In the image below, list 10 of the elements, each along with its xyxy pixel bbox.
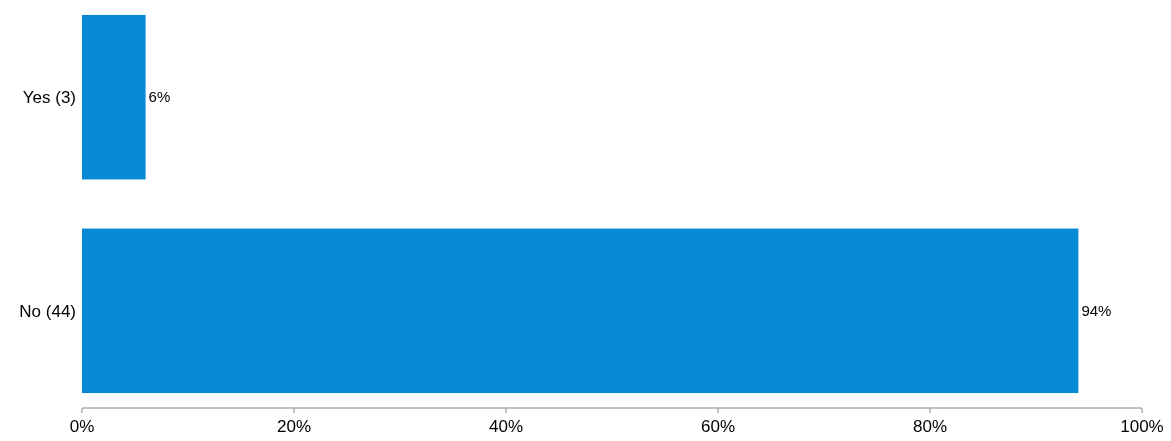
y-tick-label: No (44) [19,301,76,321]
x-tick-label: 20% [276,417,312,436]
x-tick-label: 100% [1120,417,1164,436]
x-tick-label: 40% [488,417,524,436]
y-tick-label: Yes (3) [22,88,76,108]
x-tick-label: 80% [912,417,948,436]
x-tick-label: 0% [69,417,95,436]
data-label: 94% [1081,302,1112,320]
x-tick-label: 60% [700,417,736,436]
data-label: 6% [148,88,171,106]
